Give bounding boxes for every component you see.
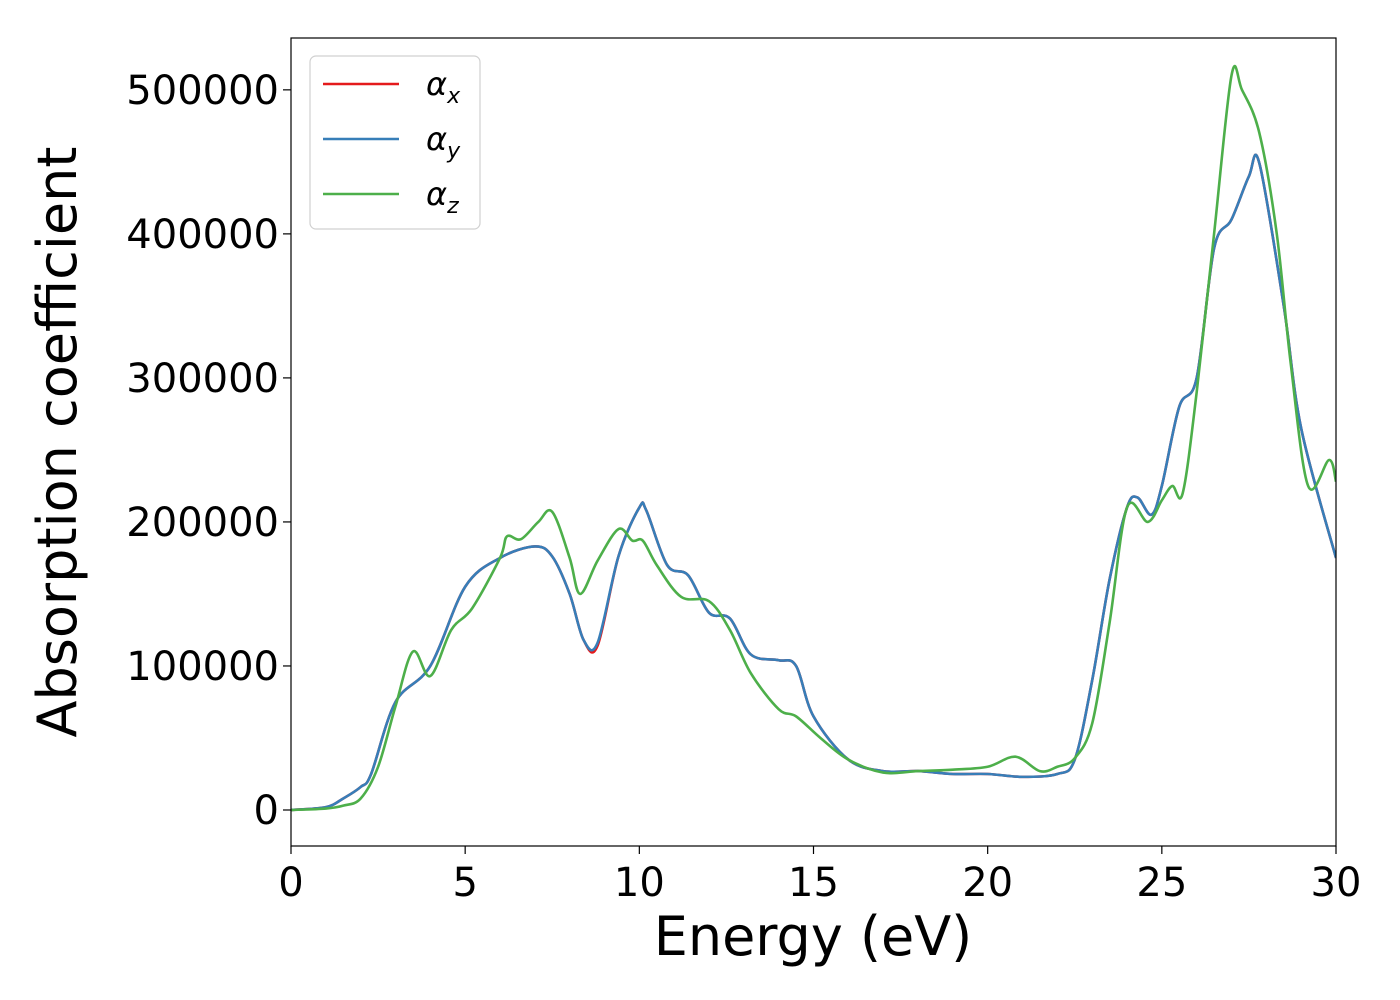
y-tick-label: 400000	[126, 212, 279, 258]
y-tick-label: 100000	[126, 644, 279, 690]
x-tick-label: 0	[278, 860, 303, 906]
series-layer	[291, 64, 1336, 812]
x-tick-label: 20	[962, 860, 1013, 906]
legend-label-x: αx	[426, 65, 461, 109]
x-tick-label: 30	[1311, 860, 1362, 906]
x-tick-label: 10	[614, 860, 665, 906]
x-tick-label: 5	[452, 860, 477, 906]
x-axis: 0 5 10 15 20 25 30	[278, 846, 1361, 906]
y-tick-label: 300000	[126, 356, 279, 402]
y-tick-label: 200000	[126, 500, 279, 546]
legend: αx αy αz	[309, 55, 481, 230]
legend-box	[309, 55, 481, 230]
legend-label-z: αz	[426, 175, 459, 219]
y-axis-label: Absorption coefficient	[26, 147, 89, 738]
legend-label-y: αy	[426, 120, 461, 164]
series-line-z	[291, 64, 1336, 812]
y-tick-label: 500000	[126, 68, 279, 114]
x-axis-label: Energy (eV)	[654, 905, 973, 968]
plot-area	[290, 37, 1337, 847]
y-tick-label: 0	[254, 788, 279, 834]
x-tick-label: 15	[788, 860, 839, 906]
x-tick-label: 25	[1136, 860, 1187, 906]
y-axis: 0 100000 200000 300000 400000 500000	[126, 68, 291, 834]
